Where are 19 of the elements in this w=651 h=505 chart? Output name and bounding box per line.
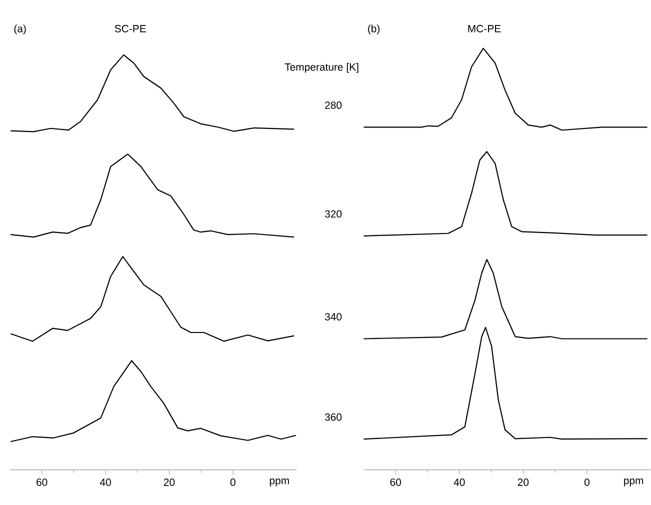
text: (b)	[368, 24, 380, 34]
x-tick-label: 20	[164, 478, 175, 486]
x-tick-label: 0	[584, 478, 590, 486]
chart-title: SC-PE	[114, 25, 146, 32]
x-tick-label: 0	[230, 478, 236, 486]
x-axis-title: ppm	[624, 478, 644, 486]
x-tick-label: 40	[454, 478, 465, 486]
text: 340	[324, 313, 342, 321]
x-tick-label: 40	[100, 478, 111, 486]
legend-title: Temperature [K]	[284, 63, 358, 73]
text: 280	[325, 102, 342, 109]
x-tick-label: 20	[518, 478, 529, 486]
text: 360	[324, 413, 342, 421]
text: 320	[324, 210, 342, 218]
x-tick-label: 60	[390, 478, 401, 486]
x-tick-label: 60	[36, 478, 48, 486]
text: (a)	[14, 24, 26, 34]
x-axis-title: ppm	[270, 478, 289, 486]
chart-title: MC-PE	[468, 25, 501, 32]
